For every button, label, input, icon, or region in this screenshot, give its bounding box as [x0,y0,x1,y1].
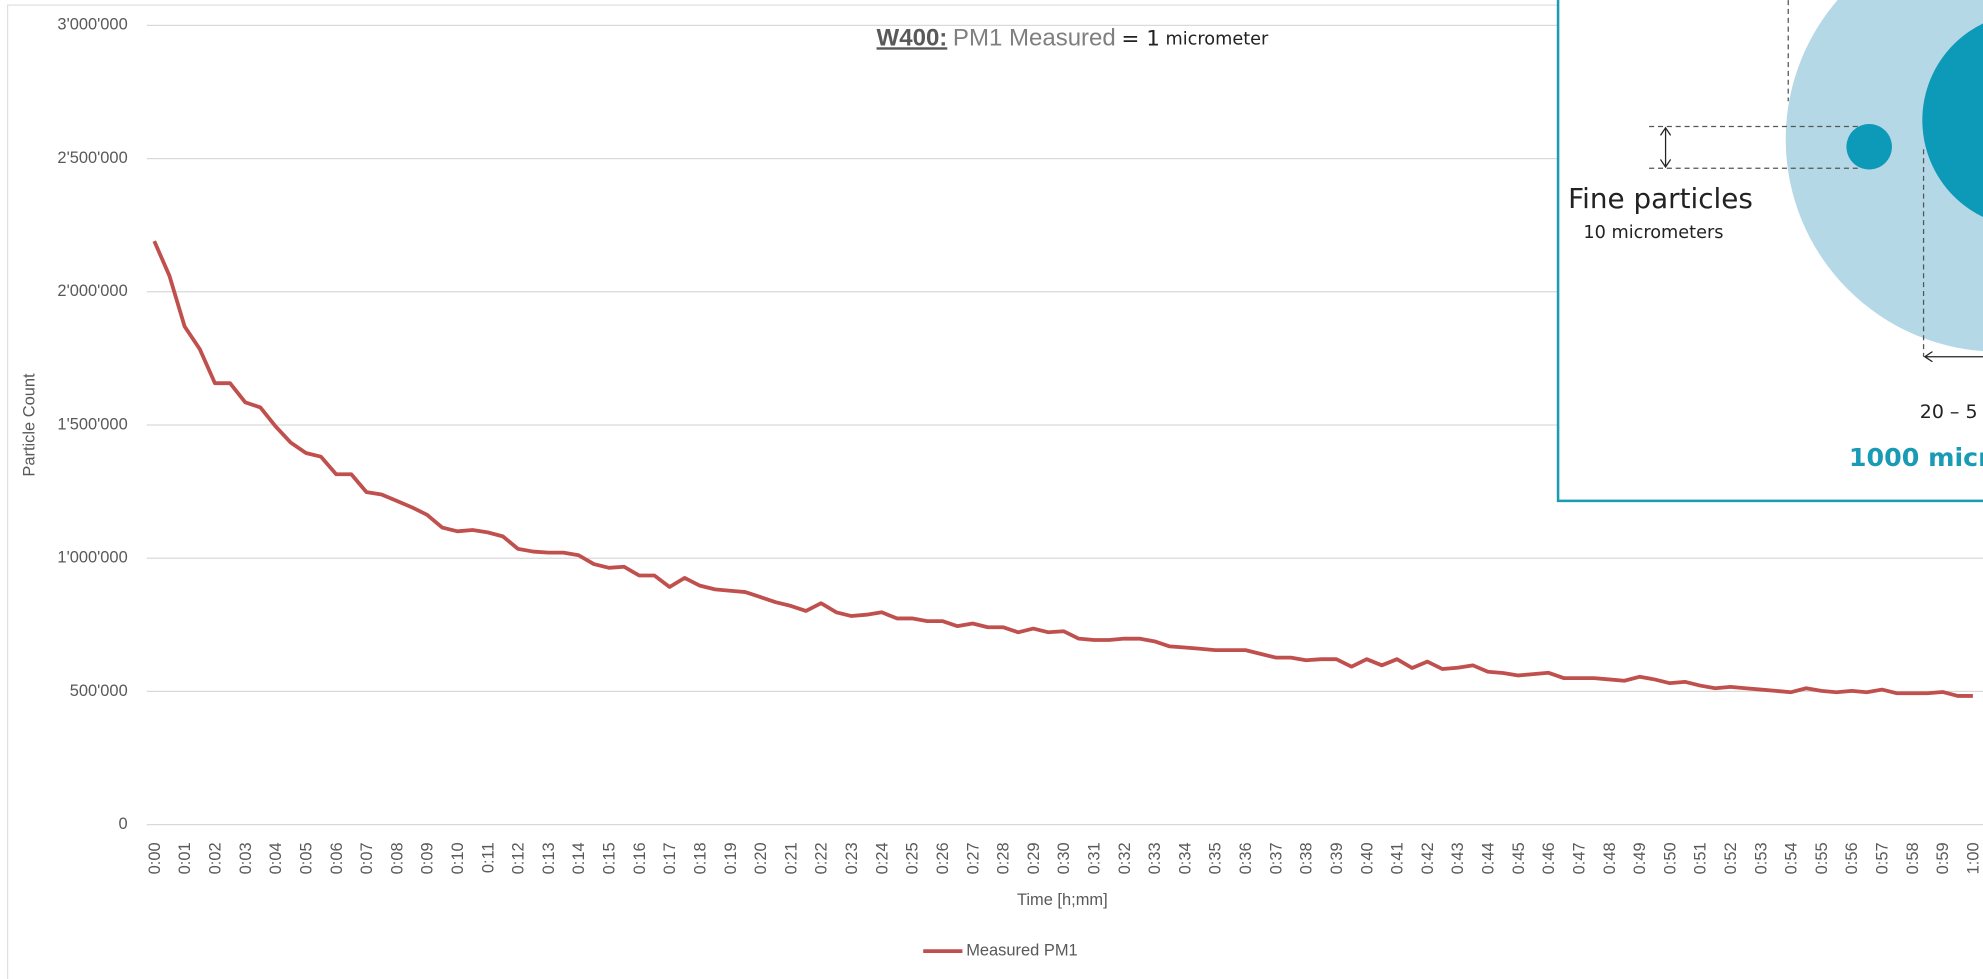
x-tick-label: 0:36 [1237,842,1255,874]
x-tick-label: 0:57 [1874,842,1892,874]
x-tick-label: 0:47 [1570,842,1588,874]
x-tick-label: 0:50 [1661,842,1679,874]
x-tick-label: 1:00 [1964,842,1982,874]
x-tick-label: 0:06 [328,842,346,874]
x-tick-label: 0:27 [964,842,982,874]
x-tick-label: 0:31 [1086,842,1104,874]
x-tick-label: 0:55 [1813,842,1831,874]
x-tick-label: 0:19 [722,842,740,874]
x-tick-label: 0:13 [540,842,558,874]
fine-title: Fine particles [1568,182,1753,215]
x-tick-label: 0:22 [813,842,831,874]
x-tick-label: 0:42 [1419,842,1437,874]
title-equals: = 1 [1121,26,1160,51]
legend-label: Measured PM1 [966,941,1077,959]
y-axis-label: Particle Count [21,373,39,477]
x-tick-label: 0:51 [1692,842,1710,874]
fine-size: 10 micrometers [1583,223,1723,243]
x-tick-label: 0:26 [934,842,952,874]
x-tick-label: 0:23 [843,842,861,874]
x-tick-label: 0:39 [1328,842,1346,874]
x-tick-label: 0:35 [1207,842,1225,874]
x-tick-label: 0:49 [1631,842,1649,874]
title-measure: PM1 Measured [953,25,1116,52]
x-tick-label: 0:02 [207,842,225,874]
x-tick-label: 0:03 [237,842,255,874]
y-tick-label: 1'000'000 [57,549,127,567]
x-tick-label: 0:15 [601,842,619,874]
x-tick-label: 0:09 [419,842,437,874]
x-tick-label: 0:07 [358,842,376,874]
x-tick-label: 0:43 [1449,842,1467,874]
x-tick-label: 0:29 [1025,842,1043,874]
y-tick-label: 0 [119,815,128,833]
x-tick-label: 0:32 [1116,842,1134,874]
chart: 0 500'000 1'000'000 1'500'000 2'000'000 2'500… [0,0,1983,979]
x-tick-label: 0:00 [146,842,164,874]
x-tick-label: 0:21 [782,842,800,874]
x-tick-label: 0:33 [1146,842,1164,874]
y-tick-label: 1'500'000 [57,415,127,433]
x-tick-label: 0:53 [1752,842,1770,874]
x-tick-label: 0:18 [691,842,709,874]
fine-circle [1846,124,1892,170]
x-tick-label: 0:52 [1722,842,1740,874]
x-tick-label: 0:24 [873,842,891,874]
infographic: Fine particles 10 micrometers 20 – 5 100… [1558,0,1983,501]
x-tick-label: 0:34 [1176,842,1194,874]
x-tick-label: 0:10 [449,842,467,874]
chart-title: W400: PM1 Measured = 1 micrometer [877,25,1269,52]
y-tick-label: 3'000'000 [57,16,127,34]
y-tick-label: 2'500'000 [57,149,127,167]
x-axis-label: Time [h;mm] [1017,891,1108,909]
x-tick-label: 0:01 [176,842,194,874]
x-tick-label: 0:30 [1055,842,1073,874]
x-tick-label: 0:25 [904,842,922,874]
x-tick-label: 0:17 [661,842,679,874]
x-tick-label: 0:59 [1934,842,1952,874]
title-model: W400: [877,25,948,52]
x-tick-label: 0:16 [631,842,649,874]
x-tick-label: 0:41 [1389,842,1407,874]
x-tick-label: 0:05 [297,842,315,874]
title-unit: micrometer [1166,29,1270,49]
x-tick-label: 0:44 [1480,842,1498,874]
x-tick-label: 0:28 [995,842,1013,874]
x-tick-label: 0:11 [479,842,497,873]
x-tick-label: 0:56 [1843,842,1861,874]
x-tick-label: 0:08 [388,842,406,874]
y-tick-label: 2'000'000 [57,282,127,300]
x-tick-label: 0:45 [1510,842,1528,874]
x-tick-label: 0:58 [1904,842,1922,874]
x-tick-label: 0:48 [1601,842,1619,874]
x-tick-label: 0:46 [1540,842,1558,874]
x-tick-label: 0:54 [1783,842,1801,874]
x-tick-label: 0:20 [752,842,770,874]
x-tick-label: 0:40 [1358,842,1376,874]
coarse-size: 20 – 5 [1920,401,1978,423]
x-tick-label: 0:04 [267,842,285,874]
x-tick-label: 0:38 [1298,842,1316,874]
x-tick-label: 0:14 [570,842,588,874]
scale-label: 1000 micr [1849,443,1983,472]
x-tick-label: 0:37 [1267,842,1285,874]
page: {"chart_data": { "type": "line", "title_… [0,0,1983,979]
y-tick-label: 500'000 [70,682,128,700]
x-tick-label: 0:12 [510,842,528,874]
